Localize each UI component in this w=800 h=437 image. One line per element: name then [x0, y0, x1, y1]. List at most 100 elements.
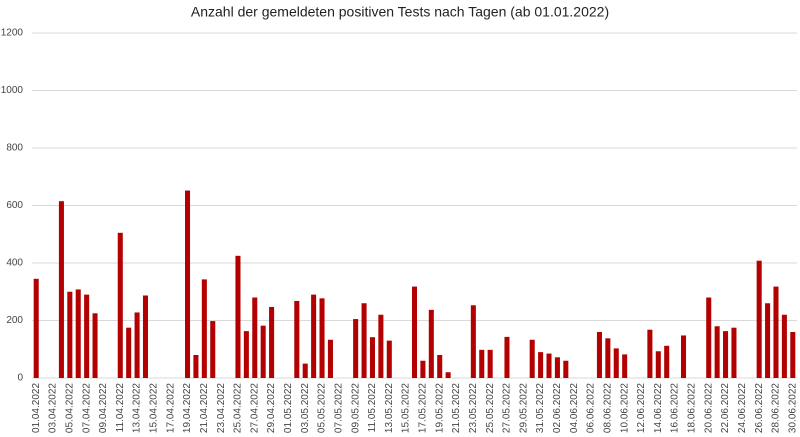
bar	[790, 332, 796, 378]
x-tick-label: 04.06.2022	[569, 383, 580, 433]
bar	[411, 286, 418, 378]
x-tick-label: 08.06.2022	[602, 383, 613, 433]
x-tick-label: 01.04.2022	[31, 383, 42, 433]
bar	[67, 291, 73, 378]
x-tick-label: 13.04.2022	[132, 383, 143, 433]
bar	[765, 303, 771, 378]
x-tick-label: 29.05.2022	[518, 383, 529, 433]
bar	[243, 331, 249, 378]
x-tick-label: 25.04.2022	[233, 383, 244, 433]
bar	[445, 372, 451, 378]
x-tick-label: 13.05.2022	[384, 383, 395, 433]
y-tick-label: 0	[17, 373, 23, 384]
bar	[664, 345, 670, 378]
x-tick-label: 07.05.2022	[333, 383, 344, 433]
x-tick-label: 25.05.2022	[485, 383, 496, 433]
x-tick-label: 03.04.2022	[48, 383, 59, 433]
bar	[605, 338, 611, 378]
x-tick-label: 11.05.2022	[367, 383, 378, 433]
bar	[428, 309, 434, 378]
bar	[75, 289, 81, 378]
bar	[622, 354, 628, 378]
bar	[269, 306, 275, 378]
bar	[613, 348, 619, 378]
bar	[361, 303, 367, 378]
bar	[781, 314, 787, 378]
x-tick-label: 03.05.2022	[300, 383, 311, 433]
bar	[294, 300, 300, 378]
bar	[731, 327, 737, 378]
bar	[504, 336, 510, 378]
x-tick-label: 26.06.2022	[754, 383, 765, 433]
x-tick-label: 14.06.2022	[653, 383, 664, 433]
bar	[386, 340, 392, 378]
bar	[773, 286, 779, 378]
bar	[487, 349, 493, 378]
x-tick-label: 27.04.2022	[249, 383, 260, 433]
x-tick-label: 10.06.2022	[619, 383, 630, 433]
bar	[470, 305, 476, 378]
x-tick-label: 24.06.2022	[737, 383, 748, 433]
bar	[210, 321, 216, 378]
bar	[647, 329, 653, 378]
x-tick-label: 18.06.2022	[687, 383, 698, 433]
x-tick-label: 19.05.2022	[434, 383, 445, 433]
bar	[260, 325, 266, 378]
x-tick-label: 02.06.2022	[552, 383, 563, 433]
bar	[117, 232, 123, 378]
bar	[437, 355, 443, 378]
y-tick-label: 1000	[1, 85, 24, 96]
x-tick-label: 30.06.2022	[787, 383, 798, 433]
x-tick-label: 16.06.2022	[670, 383, 681, 433]
x-tick-label: 15.04.2022	[149, 383, 160, 433]
bar	[378, 314, 384, 378]
bar	[193, 355, 199, 378]
x-tick-label: 05.05.2022	[317, 383, 328, 433]
x-tick-label: 29.04.2022	[266, 383, 277, 433]
bar	[33, 278, 39, 378]
x-tick-label: 11.04.2022	[115, 383, 126, 433]
x-tick-label: 12.06.2022	[636, 383, 647, 433]
bar	[185, 190, 191, 378]
bar	[596, 332, 602, 378]
bar	[134, 312, 140, 378]
bar	[142, 295, 149, 378]
bar	[126, 327, 132, 378]
bar	[327, 339, 333, 378]
x-tick-label: 15.05.2022	[401, 383, 412, 433]
x-tick-label: 07.04.2022	[81, 383, 92, 433]
x-tick-label: 20.06.2022	[703, 383, 714, 433]
x-tick-label: 06.06.2022	[586, 383, 597, 433]
x-tick-label: 31.05.2022	[535, 383, 546, 433]
bar	[714, 326, 720, 378]
bar	[319, 298, 325, 378]
bar	[235, 255, 241, 378]
bar	[706, 297, 712, 378]
bar	[723, 331, 729, 378]
bar	[311, 294, 317, 378]
y-tick-label: 600	[6, 200, 23, 211]
bar	[563, 360, 569, 378]
x-tick-label: 21.04.2022	[199, 383, 210, 433]
bar	[58, 201, 64, 378]
bar	[680, 335, 687, 378]
bar	[546, 353, 552, 378]
y-tick-label: 800	[6, 143, 23, 154]
bar	[529, 339, 535, 378]
x-tick-label: 23.05.2022	[468, 383, 479, 433]
x-tick-label: 17.05.2022	[418, 383, 429, 433]
bar	[655, 351, 661, 378]
x-tick-label: 28.06.2022	[771, 383, 782, 433]
bar	[538, 352, 544, 378]
x-tick-label: 05.04.2022	[64, 383, 75, 433]
x-tick-label: 19.04.2022	[182, 383, 193, 433]
x-tick-label: 01.05.2022	[283, 383, 294, 433]
bar	[756, 260, 762, 378]
y-tick-label: 1200	[1, 28, 24, 39]
bar	[84, 294, 90, 378]
x-tick-label: 09.04.2022	[98, 383, 109, 433]
bar	[353, 319, 359, 378]
bar	[479, 349, 485, 378]
x-tick-label: 21.05.2022	[451, 383, 462, 433]
